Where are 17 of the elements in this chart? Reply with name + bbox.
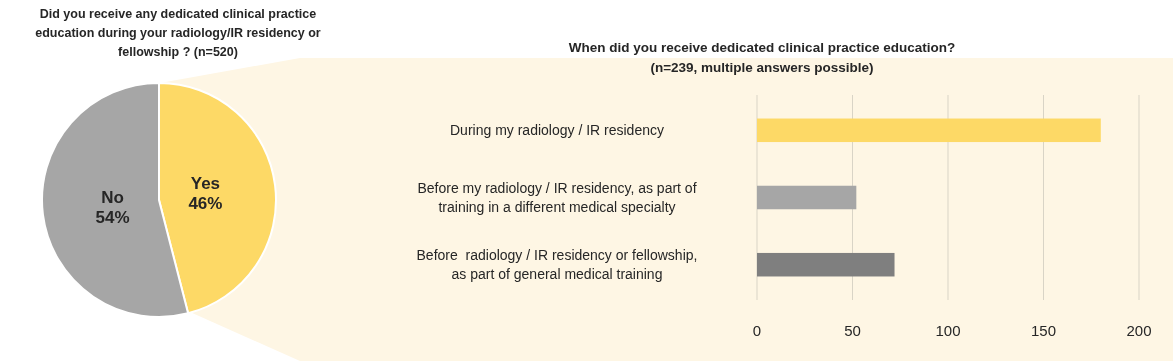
x-tick-label: 150 (1030, 322, 1057, 339)
slice-label: No (101, 188, 124, 208)
chart-title: When did you receive dedicated clinical practice education? (n=239, multiple answers possible) (568, 40, 956, 75)
x-tick-label: 50 (844, 322, 861, 339)
x-tick-label: 200 (1126, 322, 1152, 339)
x-tick-label: 0 (752, 322, 762, 339)
x-tick-label: 100 (935, 322, 961, 339)
bar (757, 185, 857, 210)
bar (757, 118, 1101, 143)
y-tick-label: During my radiology / IR residency (450, 122, 664, 139)
data-label: 54% (95, 208, 130, 228)
bar (757, 252, 895, 277)
y-tick-label: Before radiology / IR residency or fellowship, as part of general medical training (416, 247, 698, 283)
data-label: 46% (188, 193, 223, 213)
y-tick-label: Before my radiology / IR residency, as part of training in a different medical specialty (417, 180, 697, 215)
chart-title: Did you receive any dedicated clinical practice education during your radiology/IR residency or fellowship ? (n=520) (35, 7, 321, 59)
slice-label: Yes (190, 173, 221, 193)
